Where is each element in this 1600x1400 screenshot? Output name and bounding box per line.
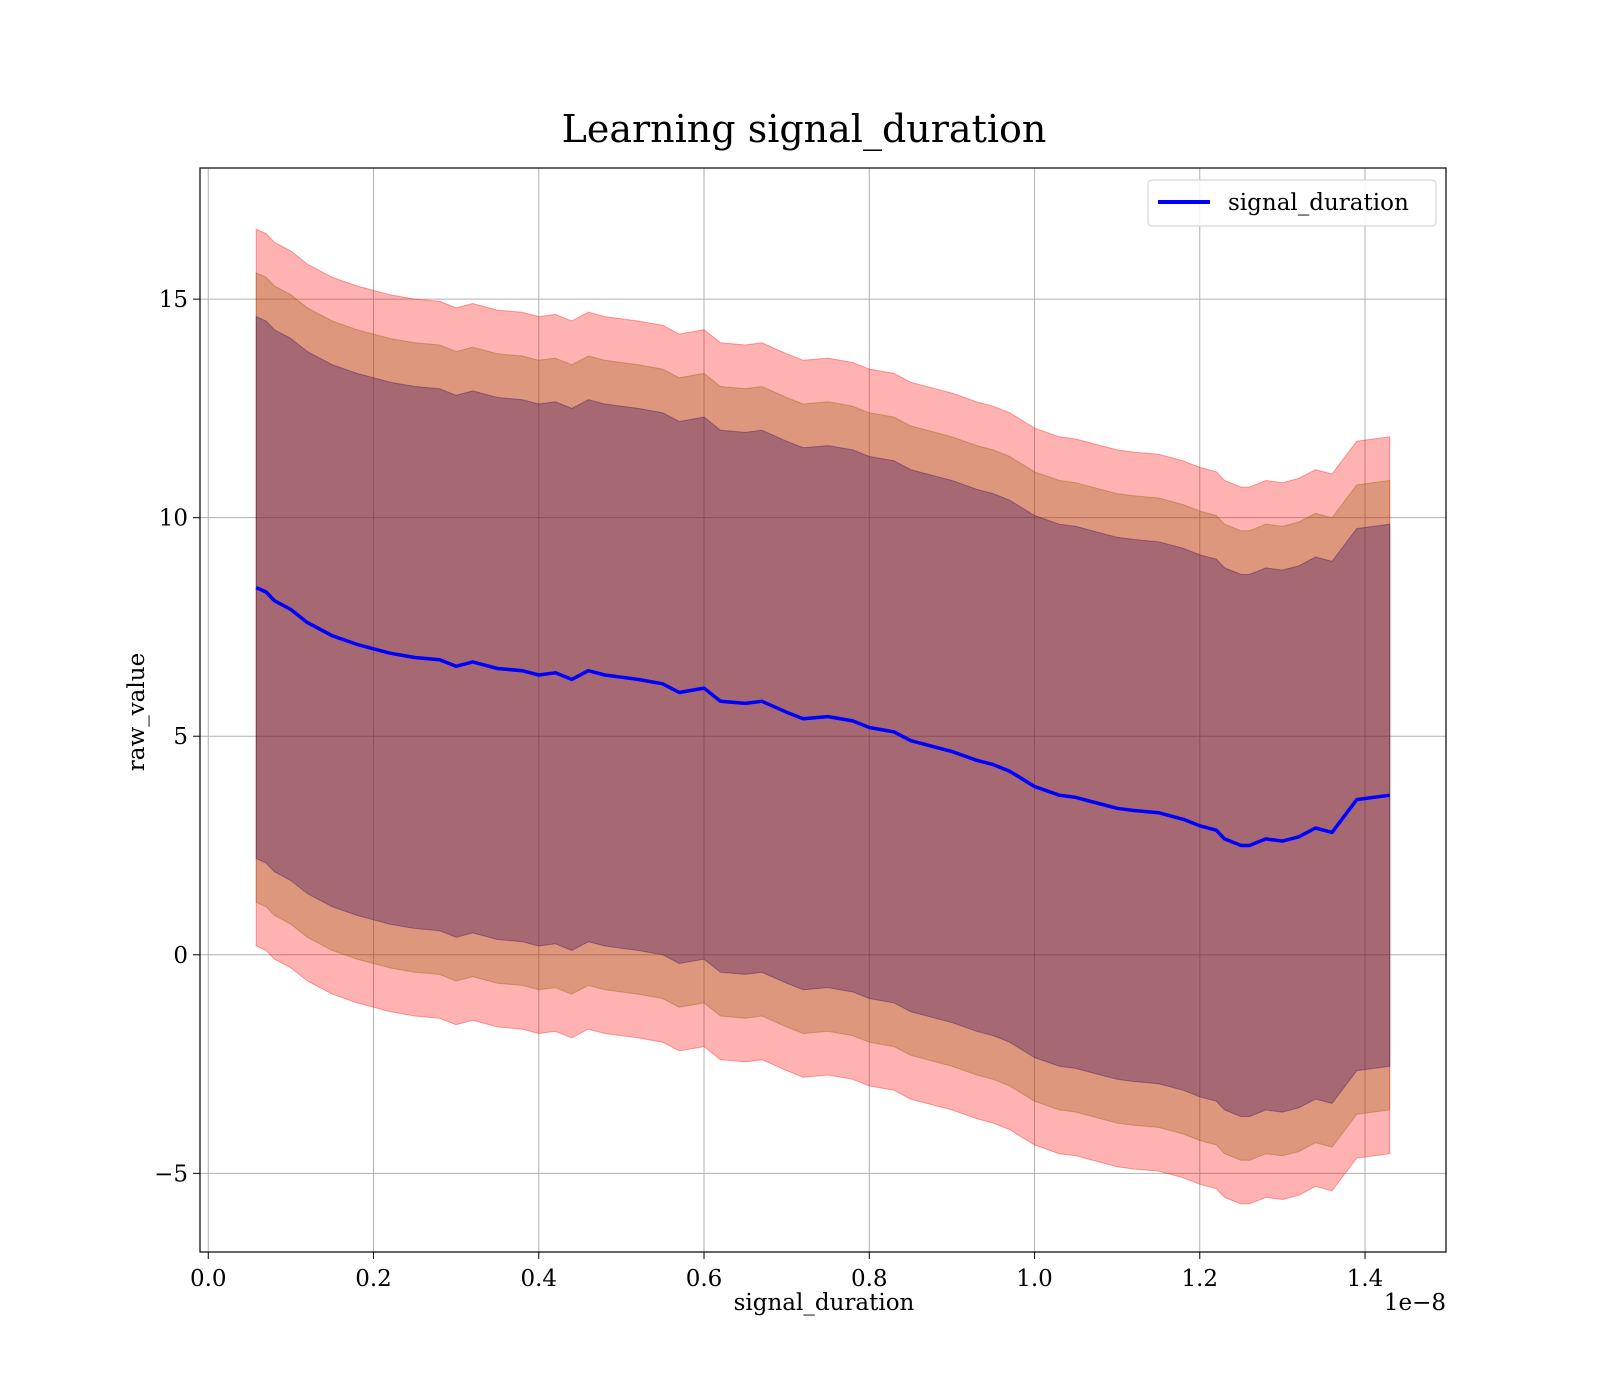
plot-area-frame (199, 167, 1447, 1253)
legend-box (1147, 179, 1437, 227)
y-axis-ticks: −5 0 5 10 15 (154, 287, 200, 1187)
series-line-signal-duration (255, 586, 1391, 848)
x-tick-label: 1.2 (1181, 1266, 1218, 1292)
x-tick-label: 0.6 (686, 1266, 723, 1292)
y-axis-label: raw_value (124, 653, 150, 771)
legend: signal_duration (1147, 179, 1437, 227)
grid (200, 168, 1446, 1252)
y-tick-label: 0 (173, 943, 188, 969)
legend-entry-label: signal_duration (1228, 190, 1409, 216)
y-tick-label: 10 (159, 506, 188, 532)
x-tick-label: 0.2 (355, 1266, 392, 1292)
y-tick-label: 15 (159, 287, 188, 313)
x-axis-label: signal_duration (734, 1290, 915, 1316)
y-tick-label: 5 (173, 724, 188, 750)
x-tick-label: 1.0 (1016, 1266, 1053, 1292)
x-axis-offset-label: 1e−8 (1384, 1290, 1446, 1316)
chart-title: Learning signal_duration (562, 107, 1047, 152)
x-axis-ticks: 0.0 0.2 0.4 0.6 0.8 1.0 1.2 1.4 (190, 1252, 1383, 1292)
x-tick-label: 0.0 (190, 1266, 227, 1292)
series-lines (255, 586, 1391, 848)
x-tick-label: 0.4 (520, 1266, 557, 1292)
y-tick-label: −5 (154, 1161, 188, 1187)
x-tick-label: 0.8 (851, 1266, 888, 1292)
x-tick-label: 1.4 (1347, 1266, 1384, 1292)
